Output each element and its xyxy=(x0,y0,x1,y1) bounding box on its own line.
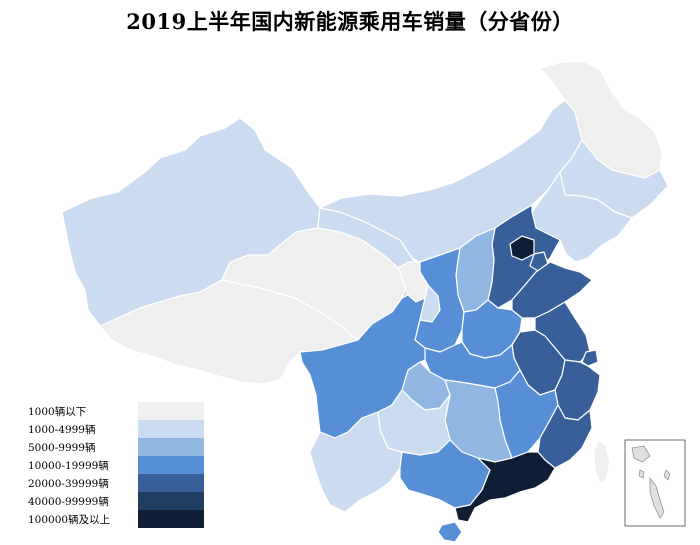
legend-swatch xyxy=(138,510,204,528)
legend-label: 1000辆以下 xyxy=(28,406,87,418)
legend-swatch xyxy=(138,402,204,420)
province-yunnan[interactable] xyxy=(309,411,403,513)
legend-label: 100000辆及以上 xyxy=(28,514,111,526)
legend-item: 40000-99999辆 xyxy=(20,492,210,510)
province-guangdong[interactable] xyxy=(454,451,556,523)
legend-item: 10000-19999辆 xyxy=(20,456,210,474)
legend-item: 1000-4999辆 xyxy=(20,420,210,438)
legend-label: 10000-19999辆 xyxy=(28,460,109,472)
legend-item: 100000辆及以上 xyxy=(20,510,210,528)
south-china-sea-islands xyxy=(631,445,671,519)
legend-item: 5000-9999辆 xyxy=(20,438,210,456)
map-title: 2019上半年国内新能源乘用车销量（分省份） xyxy=(126,9,574,34)
legend-label: 40000-99999辆 xyxy=(28,496,109,508)
map-legend: 1000辆以下 1000-4999辆 5000-9999辆 10000-19999辆 2… xyxy=(20,402,210,528)
legend-label: 5000-9999辆 xyxy=(28,442,96,454)
legend-swatch xyxy=(138,474,204,492)
legend-item: 1000辆以下 xyxy=(20,402,210,420)
province-taiwan[interactable] xyxy=(593,439,611,485)
legend-label: 1000-4999辆 xyxy=(28,424,96,436)
legend-item: 20000-39999辆 xyxy=(20,474,210,492)
legend-swatch xyxy=(138,456,204,474)
province-hainan[interactable] xyxy=(437,521,463,543)
legend-swatch xyxy=(138,492,204,510)
province-shanghai[interactable] xyxy=(581,349,599,367)
legend-label: 20000-39999辆 xyxy=(28,478,109,490)
legend-swatch xyxy=(138,438,204,456)
legend-swatch xyxy=(138,420,204,438)
